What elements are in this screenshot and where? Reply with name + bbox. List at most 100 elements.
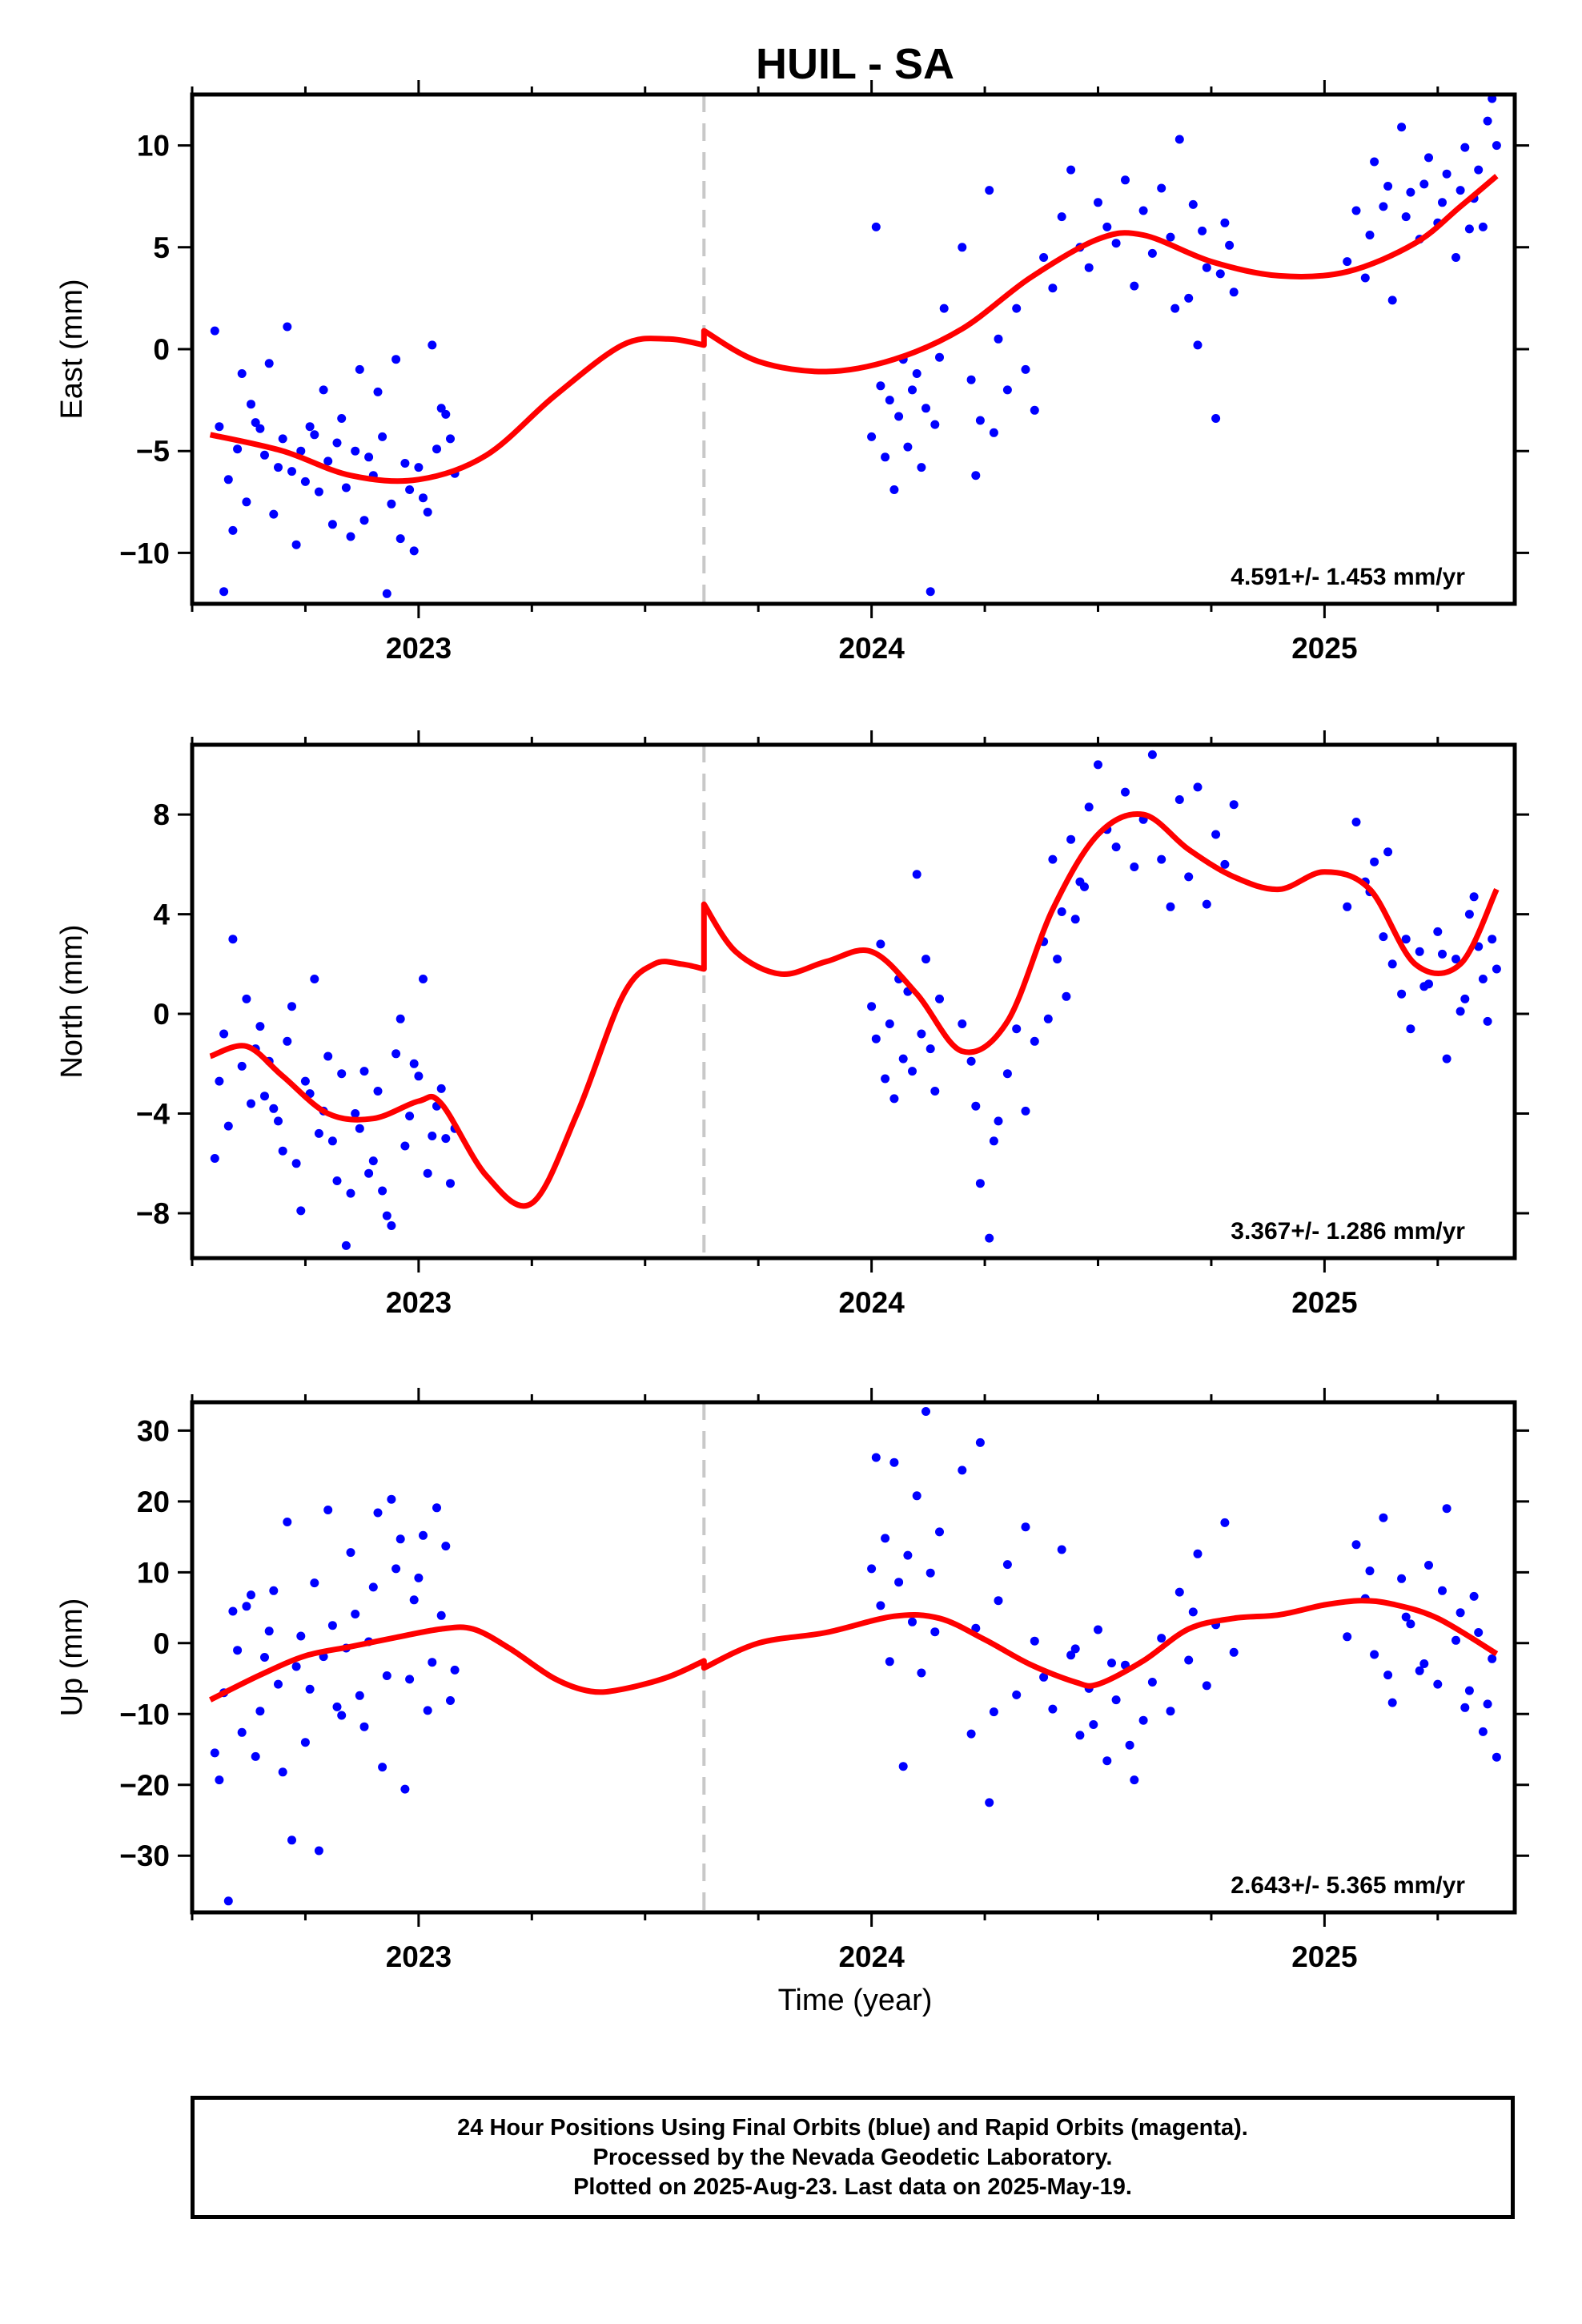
data-point <box>373 1087 383 1096</box>
data-point <box>264 1626 274 1636</box>
data-point <box>975 1179 985 1188</box>
data-point <box>323 456 333 466</box>
up-plot-frame <box>190 1400 1517 1915</box>
data-point <box>314 487 323 497</box>
data-point <box>1130 281 1139 291</box>
east-fit-curve <box>209 174 1499 485</box>
data-point <box>1478 975 1488 983</box>
data-point <box>1478 222 1488 231</box>
x-tick-label: 2025 <box>1291 1940 1357 1973</box>
data-point <box>337 1711 347 1720</box>
y-tick-label: −20 <box>119 1769 170 1802</box>
data-point <box>867 432 877 441</box>
data-point <box>871 1034 881 1043</box>
data-point <box>1089 1720 1098 1729</box>
data-point <box>926 1044 935 1054</box>
data-point <box>441 1134 451 1144</box>
data-point <box>1370 857 1379 866</box>
data-point <box>1102 222 1112 231</box>
data-point <box>1066 1651 1076 1660</box>
data-point <box>310 1578 319 1588</box>
data-point <box>355 1691 364 1700</box>
data-point <box>223 1121 233 1131</box>
data-point <box>1387 1698 1397 1707</box>
data-point <box>1030 1036 1039 1046</box>
data-point <box>1138 1715 1148 1725</box>
data-point <box>1121 787 1130 797</box>
data-point <box>278 1146 287 1156</box>
data-point <box>971 1623 981 1633</box>
data-point <box>989 1136 998 1146</box>
footer-line-2: Processed by the Nevada Geodetic Laborat… <box>592 2144 1113 2170</box>
data-point <box>1043 1014 1053 1023</box>
data-point <box>1469 892 1479 902</box>
data-point <box>1053 955 1062 964</box>
data-point <box>1442 169 1452 179</box>
data-point <box>1066 165 1076 175</box>
data-point <box>228 935 238 944</box>
y-tick-label: 30 <box>137 1414 170 1447</box>
data-point <box>1415 947 1424 956</box>
north-rate-annotation: 3.367+/- 1.286 mm/yr <box>1231 1218 1465 1244</box>
data-point <box>237 1061 247 1071</box>
data-point <box>269 1586 279 1595</box>
data-point <box>251 418 260 428</box>
y-tick-label: −4 <box>136 1098 171 1131</box>
y-tick-label: 10 <box>137 130 170 163</box>
data-point <box>237 1727 247 1737</box>
data-point <box>274 1679 283 1689</box>
data-point <box>1012 304 1022 313</box>
data-point <box>1351 206 1361 215</box>
data-point <box>966 1729 976 1739</box>
data-point <box>327 1136 337 1146</box>
data-point <box>1121 175 1130 185</box>
data-point <box>300 1738 310 1747</box>
data-point <box>428 1132 437 1140</box>
x-tick-label: 2024 <box>838 1940 905 1973</box>
data-point <box>908 1617 917 1626</box>
data-point <box>1442 1054 1452 1063</box>
panel-east: 10 5 0 −5 −10 2023 2024 2025 East (mm) 4.591+/- 1… <box>55 80 1529 665</box>
data-point <box>1419 982 1429 991</box>
data-point <box>1397 989 1407 999</box>
data-point <box>881 1534 890 1543</box>
y-tick-label: −10 <box>119 537 170 569</box>
data-point <box>300 476 310 486</box>
data-point <box>310 430 319 440</box>
data-point <box>1094 198 1102 207</box>
data-point <box>1474 165 1484 175</box>
data-point <box>287 467 296 476</box>
data-point <box>291 540 301 549</box>
data-point <box>1383 847 1393 857</box>
data-point <box>1452 1635 1460 1645</box>
data-point <box>428 340 437 350</box>
data-point <box>1379 202 1388 211</box>
footer-caption: 24 Hour Positions Using Final Orbits (bl… <box>191 2096 1515 2219</box>
data-point <box>1488 94 1497 103</box>
data-point <box>264 359 274 368</box>
data-point <box>1166 902 1175 911</box>
data-point <box>351 1109 360 1118</box>
data-point <box>310 975 319 983</box>
data-point <box>966 1056 976 1066</box>
data-point <box>1229 1647 1239 1657</box>
data-point <box>908 1067 917 1076</box>
data-point <box>1383 182 1393 191</box>
data-point <box>1147 248 1157 258</box>
data-point <box>971 471 981 480</box>
y-tick-label: 0 <box>153 1627 170 1660</box>
data-point <box>405 485 415 494</box>
data-point <box>985 186 994 195</box>
data-point <box>1193 782 1203 792</box>
data-point <box>1220 1518 1230 1527</box>
data-point <box>274 1116 283 1126</box>
data-point <box>917 1029 926 1039</box>
data-point <box>396 1534 405 1544</box>
data-point <box>237 369 247 378</box>
data-point <box>364 1168 374 1178</box>
data-point <box>1438 198 1447 207</box>
data-point <box>1030 1636 1039 1646</box>
y-tick-label: 20 <box>137 1486 170 1518</box>
north-fit-curve <box>209 810 1500 1209</box>
data-point <box>215 422 224 432</box>
